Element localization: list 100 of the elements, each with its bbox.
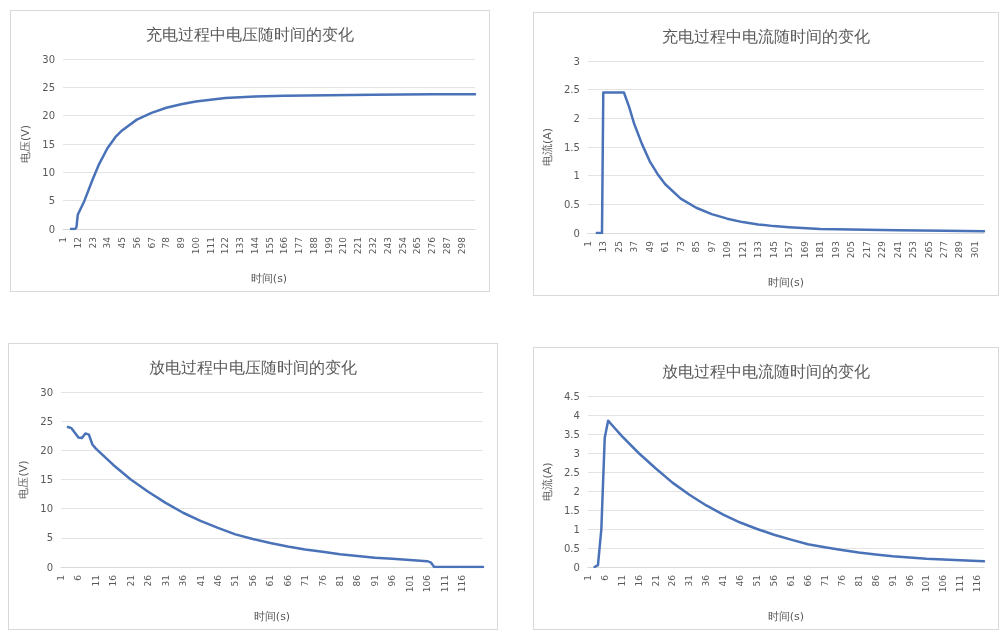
x-tick-label: 26 (667, 574, 678, 587)
x-tick-label: 96 (904, 574, 915, 587)
x-tick-label: 133 (235, 237, 246, 255)
x-axis-title: 时间(s) (767, 610, 805, 623)
y-tick-label: 3.5 (563, 428, 580, 440)
line-series (593, 419, 986, 569)
x-tick-label: 81 (853, 575, 864, 587)
x-tick-label: 1 (58, 237, 68, 243)
y-tick-label: 1 (573, 170, 580, 182)
line-series (69, 92, 477, 231)
x-axis-title: 时间(s) (250, 272, 288, 285)
x-tick-label: 71 (300, 575, 311, 587)
x-tick-label: 221 (353, 237, 364, 255)
y-axis-title: 电流(A) (541, 127, 554, 167)
x-tick-label: 21 (650, 575, 661, 587)
x-tick-label: 76 (836, 574, 847, 587)
x-tick-label: 51 (230, 575, 241, 587)
x-tick-label: 181 (815, 241, 826, 259)
y-tick-label: 0 (48, 223, 55, 235)
y-tick-label: 25 (42, 81, 55, 93)
y-tick-label: 20 (40, 444, 53, 456)
x-tick-label: 96 (387, 574, 398, 587)
x-tick-label: 45 (117, 237, 128, 249)
x-tick-label: 116 (457, 574, 468, 593)
y-tick-label: 10 (40, 503, 53, 515)
y-tick-label: 5 (48, 195, 55, 207)
chart-title: 放电过程中电压随时间的变化 (149, 357, 357, 377)
x-tick-label: 166 (279, 236, 290, 255)
y-axis-title: 电流(A) (541, 462, 554, 501)
y-tick-label: 3 (573, 447, 580, 459)
x-tick-label: 76 (317, 574, 328, 587)
x-tick-label: 37 (629, 241, 640, 253)
x-tick-label: 277 (938, 241, 949, 259)
x-tick-label: 109 (722, 240, 733, 259)
y-tick-label: 1.5 (563, 504, 580, 516)
x-tick-label: 243 (382, 237, 393, 255)
x-tick-label: 210 (338, 236, 349, 255)
x-tick-label: 26 (143, 574, 154, 587)
x-tick-label: 86 (352, 574, 363, 587)
y-tick-label: 2.5 (563, 466, 580, 478)
x-tick-label: 16 (108, 574, 119, 587)
x-tick-label: 46 (735, 574, 746, 587)
x-tick-label: 177 (294, 237, 305, 255)
x-tick-label: 188 (308, 236, 319, 255)
y-tick-label: 0.5 (563, 542, 580, 554)
x-tick-label: 34 (102, 236, 113, 249)
x-tick-label: 31 (160, 575, 171, 587)
x-tick-label: 23 (87, 237, 98, 249)
x-tick-label: 111 (955, 575, 966, 593)
x-tick-label: 122 (220, 237, 231, 255)
x-tick-label: 265 (923, 241, 934, 259)
x-tick-label: 78 (161, 236, 172, 249)
y-tick-label: 2 (573, 485, 580, 497)
y-axis-title: 电压(V) (19, 124, 33, 164)
x-tick-label: 144 (249, 236, 260, 255)
x-tick-label: 289 (954, 240, 965, 259)
x-tick-label: 265 (412, 237, 423, 255)
y-tick-label: 0 (573, 561, 580, 573)
x-tick-label: 56 (131, 236, 142, 249)
x-tick-label: 145 (768, 241, 779, 259)
x-tick-label: 49 (644, 240, 655, 253)
x-tick-label: 71 (819, 575, 830, 587)
x-tick-label: 111 (205, 237, 216, 255)
x-axis-title: 时间(s) (253, 610, 291, 623)
x-tick-label: 46 (212, 574, 223, 587)
y-tick-label: 1.5 (563, 141, 580, 153)
x-tick-label: 97 (706, 241, 717, 253)
x-tick-label: 66 (282, 574, 293, 587)
x-tick-label: 66 (802, 574, 813, 587)
x-tick-label: 276 (427, 236, 438, 255)
line-series (595, 91, 986, 235)
x-tick-label: 81 (335, 575, 346, 587)
x-tick-label: 1 (582, 575, 593, 581)
x-tick-label: 100 (190, 236, 201, 255)
x-tick-label: 16 (633, 574, 644, 587)
x-tick-label: 86 (870, 574, 881, 587)
x-tick-label: 13 (598, 241, 609, 253)
x-tick-label: 241 (892, 241, 903, 259)
chart-title: 放电过程中电流随时间的变化 (662, 361, 870, 381)
y-tick-label: 20 (42, 110, 55, 122)
x-tick-label: 51 (752, 575, 763, 587)
x-tick-label: 1 (56, 575, 66, 581)
x-tick-label: 1 (582, 241, 593, 247)
y-tick-label: 25 (40, 415, 53, 427)
x-tick-label: 301 (969, 241, 980, 259)
y-axis-title: 电压(V) (17, 460, 31, 499)
y-tick-label: 3 (573, 55, 580, 67)
chart-title: 充电过程中电压随时间的变化 (146, 24, 354, 44)
x-tick-label: 12 (72, 237, 83, 249)
x-tick-label: 106 (422, 574, 433, 593)
x-tick-label: 106 (938, 574, 949, 593)
x-tick-label: 6 (73, 574, 84, 581)
x-tick-label: 287 (441, 237, 452, 255)
y-tick-label: 4 (573, 409, 580, 421)
x-tick-label: 193 (830, 241, 841, 259)
y-tick-label: 0.5 (563, 198, 580, 210)
x-tick-label: 217 (861, 241, 872, 259)
x-tick-label: 31 (684, 575, 695, 587)
y-tick-label: 5 (46, 532, 53, 544)
x-tick-label: 36 (178, 574, 189, 587)
